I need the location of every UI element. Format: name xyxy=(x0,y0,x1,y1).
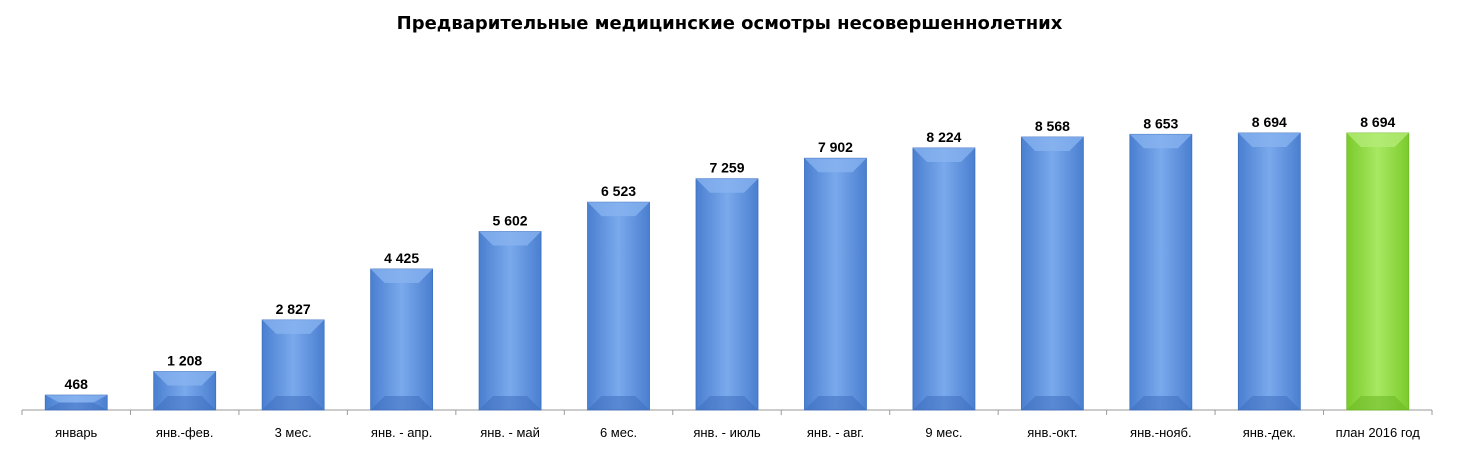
bar-value-label: 8 653 xyxy=(1143,115,1178,131)
bar xyxy=(804,157,867,411)
bar-value-label: 2 827 xyxy=(276,301,311,317)
bar xyxy=(1237,132,1301,411)
bar-value-label: 8 568 xyxy=(1035,118,1070,134)
x-tick-label: янв. - авг. xyxy=(807,425,864,440)
bar xyxy=(695,178,759,411)
x-tick-label: январь xyxy=(55,425,97,440)
bar-value-label: 5 602 xyxy=(493,213,528,229)
axis-layer xyxy=(21,409,1433,415)
bar-value-label: 8 694 xyxy=(1252,114,1287,130)
bar-value-label: 1 208 xyxy=(167,353,202,369)
bars-layer xyxy=(44,132,1410,411)
x-tick-label: план 2016 год xyxy=(1336,425,1421,440)
labels-layer: 468 январь 1 208 янв.-фев. 2 827 3 мес. 4 425 я… xyxy=(55,114,1420,440)
bar xyxy=(587,201,650,411)
bar xyxy=(44,394,108,411)
bar-value-label: 8 224 xyxy=(926,129,961,145)
bar xyxy=(1129,133,1193,411)
x-tick-label: 3 мес. xyxy=(275,425,312,440)
x-tick-label: янв.-фев. xyxy=(156,425,214,440)
plan-bar xyxy=(1346,132,1410,411)
x-tick-label: янв. - июль xyxy=(693,425,761,440)
bar-value-label: 468 xyxy=(65,376,89,392)
bar xyxy=(261,319,325,411)
chart-title: Предварительные медицинские осмотры несо… xyxy=(396,13,1063,34)
x-tick-label: 9 мес. xyxy=(925,425,962,440)
bar-value-label: 4 425 xyxy=(384,250,419,266)
bar xyxy=(370,268,434,411)
bar xyxy=(478,231,542,411)
x-tick-label: янв. - май xyxy=(480,425,540,440)
bar-value-label: 7 902 xyxy=(818,139,853,155)
bar xyxy=(153,371,217,411)
x-tick-label: янв.-нояб. xyxy=(1130,425,1192,440)
bar-value-label: 7 259 xyxy=(709,160,744,176)
x-tick-label: 6 мес. xyxy=(600,425,637,440)
bar-value-label: 6 523 xyxy=(601,183,636,199)
x-tick-label: янв.-окт. xyxy=(1027,425,1077,440)
x-tick-label: янв. - апр. xyxy=(371,425,432,440)
bar xyxy=(912,147,976,411)
x-tick-label: янв.-дек. xyxy=(1243,425,1296,440)
bar xyxy=(1020,136,1084,411)
bar-value-label: 8 694 xyxy=(1360,114,1395,130)
